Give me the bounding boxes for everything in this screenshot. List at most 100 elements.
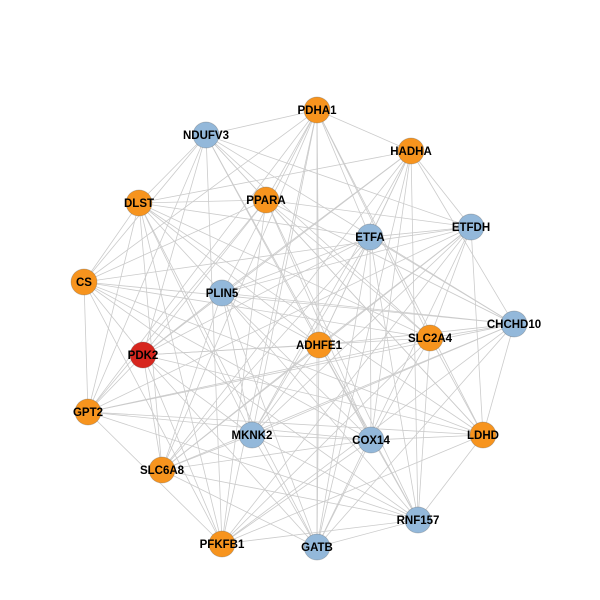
node-GPT2: GPT2 bbox=[73, 398, 103, 426]
edge-PDHA1-NDUFV3 bbox=[205, 109, 318, 136]
edge-NDUFV3-GPT2 bbox=[87, 134, 207, 413]
node-label-GATB: GATB bbox=[301, 542, 333, 554]
edge-PDHA1-CS bbox=[83, 109, 318, 283]
node-label-CHCHD10: CHCHD10 bbox=[487, 319, 541, 331]
edge-PDK2-GATB bbox=[142, 354, 318, 548]
node-circle-PLIN5 bbox=[208, 279, 236, 307]
edge-PPARA-ETFDH bbox=[265, 199, 472, 228]
edge-ETFA-GATB bbox=[316, 236, 371, 548]
node-circle-PPARA bbox=[252, 186, 280, 214]
edge-ETFDH-CS bbox=[83, 226, 472, 283]
edge-PDK2-MKNK2 bbox=[142, 354, 253, 436]
node-circle-RNF157 bbox=[404, 506, 432, 534]
edge-SLC2A4-GPT2 bbox=[87, 337, 431, 413]
edge-ETFA-ADHFE1 bbox=[318, 236, 371, 346]
node-circle-GPT2 bbox=[74, 398, 102, 426]
edge-GPT2-LDHD bbox=[87, 411, 484, 436]
edge-NDUFV3-ETFDH bbox=[205, 134, 472, 228]
edge-CHCHD10-GATB bbox=[316, 323, 515, 548]
edge-PLIN5-MKNK2 bbox=[221, 292, 253, 436]
edge-MKNK2-RNF157 bbox=[251, 434, 419, 521]
node-SLC2A4: SLC2A4 bbox=[408, 324, 453, 352]
node-ETFA: ETFA bbox=[355, 223, 385, 251]
node-circle-MKNK2 bbox=[238, 421, 266, 449]
node-circle-HADHA bbox=[397, 137, 425, 165]
edge-COX14-PFKFB1 bbox=[221, 439, 372, 545]
edge-HADHA-SLC6A8 bbox=[161, 150, 412, 471]
edge-NDUFV3-PFKFB1 bbox=[205, 134, 223, 545]
edge-ETFA-ETFDH bbox=[369, 226, 472, 238]
edge-PLIN5-CHCHD10 bbox=[221, 292, 515, 325]
node-circle-COX14 bbox=[357, 426, 385, 454]
edge-HADHA-DLST bbox=[138, 150, 412, 204]
edge-CS-RNF157 bbox=[83, 281, 419, 521]
node-circle-CHCHD10 bbox=[500, 310, 528, 338]
edge-COX14-GATB bbox=[316, 439, 372, 548]
edge-ETFDH-PLIN5 bbox=[221, 226, 472, 294]
edge-HADHA-COX14 bbox=[370, 150, 412, 441]
node-label-SLC6A8: SLC6A8 bbox=[140, 465, 185, 477]
node-label-ADHFE1: ADHFE1 bbox=[296, 340, 343, 352]
node-label-NDUFV3: NDUFV3 bbox=[183, 130, 229, 142]
node-circle-ADHFE1 bbox=[305, 331, 333, 359]
edge-SLC2A4-RNF157 bbox=[417, 337, 431, 521]
edge-CS-GPT2 bbox=[83, 281, 89, 413]
node-circle-ETFDH bbox=[457, 213, 485, 241]
edge-CS-PFKFB1 bbox=[83, 281, 223, 545]
node-label-RNF157: RNF157 bbox=[397, 515, 440, 527]
node-label-GPT2: GPT2 bbox=[73, 407, 103, 419]
edge-CHCHD10-ADHFE1 bbox=[318, 323, 515, 346]
edge-ETFA-PDK2 bbox=[142, 236, 371, 356]
node-circle-CS bbox=[70, 268, 98, 296]
edge-CS-PDK2 bbox=[83, 281, 144, 356]
edge-SLC2A4-LDHD bbox=[429, 337, 484, 436]
edge-GPT2-RNF157 bbox=[87, 411, 419, 521]
node-label-PDHA1: PDHA1 bbox=[298, 105, 338, 117]
edge-CS-COX14 bbox=[83, 281, 372, 441]
node-PDHA1: PDHA1 bbox=[298, 96, 338, 124]
node-DLST: DLST bbox=[124, 189, 154, 217]
edge-ETFA-PLIN5 bbox=[221, 236, 371, 294]
node-circle-ETFA bbox=[356, 223, 384, 251]
node-ETFDH: ETFDH bbox=[452, 213, 490, 241]
node-NDUFV3: NDUFV3 bbox=[183, 121, 229, 149]
edge-CHCHD10-SLC2A4 bbox=[429, 323, 515, 339]
edge-SLC2A4-PFKFB1 bbox=[221, 337, 431, 545]
node-layer: PDHA1 NDUFV3 HADHA DLST PPARA ETFA ETFDH CS PLIN… bbox=[70, 96, 541, 561]
node-LDHD: LDHD bbox=[467, 421, 499, 449]
edge-PLIN5-GATB bbox=[221, 292, 318, 548]
node-PFKFB1: PFKFB1 bbox=[200, 530, 245, 558]
edge-PDHA1-SLC6A8 bbox=[161, 109, 318, 471]
edge-DLST-ADHFE1 bbox=[138, 202, 320, 346]
node-label-DLST: DLST bbox=[124, 198, 154, 210]
edge-CHCHD10-GPT2 bbox=[87, 323, 515, 413]
node-label-ETFDH: ETFDH bbox=[452, 222, 490, 234]
node-HADHA: HADHA bbox=[390, 137, 432, 165]
edge-SLC6A8-GATB bbox=[161, 469, 318, 548]
edge-DLST-ETFA bbox=[138, 202, 371, 238]
node-GATB: GATB bbox=[301, 533, 333, 561]
edge-CS-CHCHD10 bbox=[83, 281, 515, 325]
node-label-HADHA: HADHA bbox=[390, 146, 432, 158]
edge-ETFA-CHCHD10 bbox=[369, 236, 515, 325]
node-PDK2: PDK2 bbox=[128, 341, 158, 369]
edge-CHCHD10-LDHD bbox=[482, 323, 515, 436]
node-circle-LDHD bbox=[469, 421, 497, 449]
edge-PPARA-SLC2A4 bbox=[265, 199, 431, 339]
node-label-COX14: COX14 bbox=[352, 435, 390, 447]
node-ADHFE1: ADHFE1 bbox=[296, 331, 343, 359]
edge-RNF157-GATB bbox=[316, 519, 419, 548]
edge-HADHA-MKNK2 bbox=[251, 150, 412, 436]
edge-PDHA1-ETFA bbox=[316, 109, 371, 238]
edge-SLC2A4-COX14 bbox=[370, 337, 431, 441]
edge-ADHFE1-GATB bbox=[316, 344, 320, 548]
edge-MKNK2-GATB bbox=[251, 434, 318, 548]
edge-NDUFV3-PDK2 bbox=[142, 134, 207, 356]
edge-PDHA1-SLC2A4 bbox=[316, 109, 431, 339]
edge-DLST-PLIN5 bbox=[138, 202, 223, 294]
edge-NDUFV3-DLST bbox=[138, 134, 207, 204]
edge-PLIN5-SLC6A8 bbox=[161, 292, 223, 471]
node-label-CS: CS bbox=[76, 277, 92, 289]
